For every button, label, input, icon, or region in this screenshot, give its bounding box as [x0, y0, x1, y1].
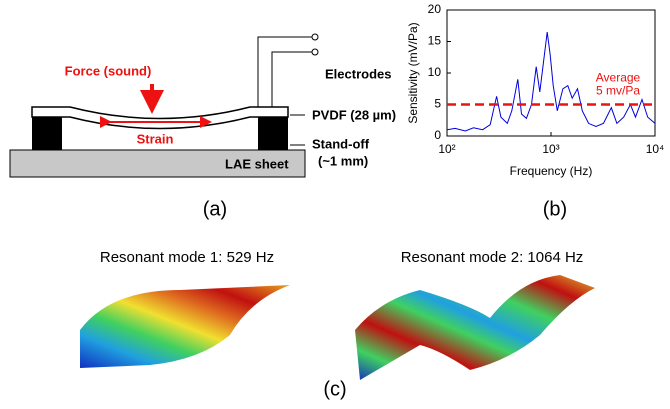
standoff-left [32, 117, 62, 150]
strain-label: Strain [137, 131, 174, 146]
y-tick-label: 20 [428, 2, 442, 16]
x-tick-label: 10⁴ [646, 142, 665, 156]
electrode [312, 49, 318, 55]
panel-c: Resonant mode 1: 529 Hz Resonant mode 2:… [80, 249, 595, 400]
electrode [312, 34, 318, 40]
mode1-title: Resonant mode 1: 529 Hz [100, 249, 274, 266]
figure: Force (sound) Strain Electrodes PVDF (28… [0, 0, 670, 409]
x-axis-label: Frequency (Hz) [510, 164, 593, 178]
caption-b: (b) [543, 198, 567, 220]
y-tick-label: 0 [434, 128, 441, 142]
y-axis-label: Sensitivity (mV/Pa) [406, 22, 420, 123]
caption-a: (a) [203, 198, 227, 220]
standoff-label: Stand-off [312, 136, 370, 151]
electrodes-label: Electrodes [325, 66, 391, 81]
panel-a: Force (sound) Strain Electrodes PVDF (28… [10, 34, 396, 220]
standoff-right [258, 117, 288, 150]
x-tick-label: 10³ [542, 142, 559, 156]
sheet-label: LAE sheet [225, 156, 289, 171]
mode2-title: Resonant mode 2: 1064 Hz [401, 249, 584, 266]
mode2-image [355, 275, 595, 380]
electrode-wires [258, 37, 312, 107]
pointers [290, 115, 305, 145]
average-label: Average [596, 71, 641, 85]
mode1-image [80, 285, 290, 368]
panel-b: Frequency (Hz) Sensitivity (mV/Pa) (b) 0… [406, 2, 664, 220]
y-tick-label: 15 [428, 34, 442, 48]
y-tick-label: 5 [434, 97, 441, 111]
pvdf-film [32, 107, 288, 129]
standoff-size: (~1 mm) [318, 153, 368, 168]
caption-c: (c) [323, 378, 346, 400]
pvdf-label: PVDF (28 µm) [312, 107, 396, 122]
average-label: 5 mv/Pa [596, 84, 640, 98]
force-label: Force (sound) [65, 63, 152, 78]
y-tick-label: 10 [428, 65, 442, 79]
x-tick-label: 10² [438, 142, 455, 156]
